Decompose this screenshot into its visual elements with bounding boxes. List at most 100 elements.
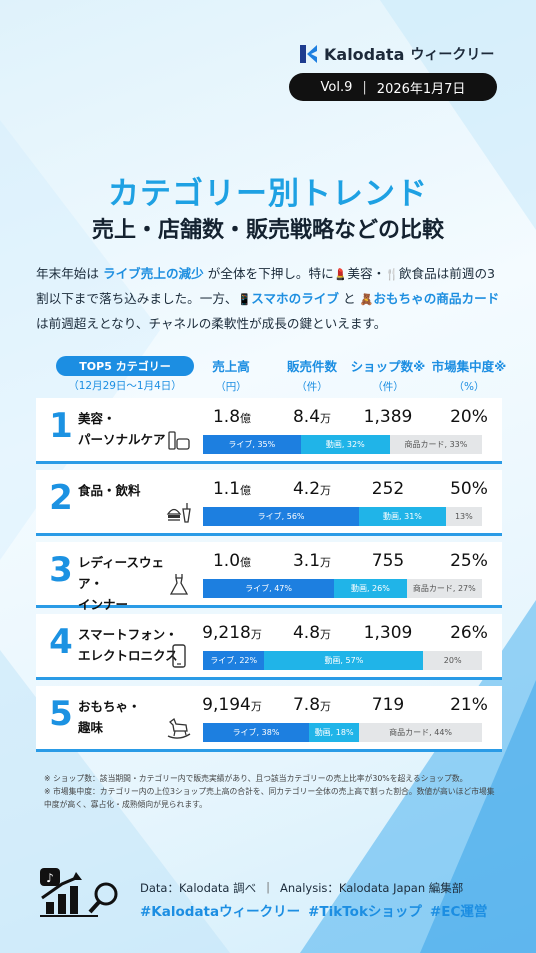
- column-concentration-unit: （%）: [453, 381, 485, 393]
- category-name: スマートフォン・ エレクトロニクス: [78, 624, 188, 666]
- channel-segment-video: 動画, 26%: [334, 579, 407, 598]
- count-value: 4.2万: [276, 479, 348, 499]
- category-name-line2: 趣味: [78, 720, 104, 735]
- rank-number: 2: [49, 478, 73, 518]
- channel-mix-bar: ライブ, 47% 動画, 26% 商品カード, 27%: [203, 579, 482, 598]
- footnote-concentration: ※ 市場集中度：カテゴリー内の上位3ショップ売上高の合計を、同カテゴリー全体の売…: [44, 787, 495, 809]
- hashtag[interactable]: #EC運営: [429, 904, 488, 920]
- column-sales-label: 売上高: [212, 359, 250, 374]
- table-row: 2 食品・飲料 1.1億 4.2万 252 50% ライブ, 56% 動画, 31% 13%: [36, 470, 502, 536]
- sales-value: 9,218万: [194, 623, 270, 643]
- count-value: 7.8万: [276, 695, 348, 715]
- table-row: 4 スマートフォン・ エレクトロニクス 9,218万 4.8万 1,309 26% ライブ, …: [36, 614, 502, 680]
- column-shops-label: ショップ数※: [350, 359, 426, 374]
- table-header: TOP5 カテゴリー （12月29日～1月4日） 売上高 （円） 販売件数 （件） …: [36, 354, 507, 394]
- table-row: 3 レディースウェア・ インナー 1.0億 3.1万 755 25% ライブ, 47% 動画, …: [36, 542, 502, 612]
- column-shops-unit: （件）: [372, 381, 404, 393]
- count-number: 3.1: [292, 551, 321, 571]
- intro-highlight-toy-card: おもちゃの商品カード: [373, 291, 500, 306]
- column-concentration-label: 市場集中度※: [431, 359, 507, 374]
- sales-unit: 億: [240, 484, 252, 497]
- channel-segment-live: ライブ, 47%: [203, 579, 335, 598]
- sales-value: 1.1億: [194, 479, 270, 499]
- channel-segment-video: 動画, 32%: [300, 435, 390, 454]
- intro-text: と: [343, 291, 356, 306]
- column-sales: 売上高 （円）: [196, 356, 266, 394]
- category-name-line1: おもちゃ・: [78, 699, 141, 714]
- channel-segment-card: 20%: [423, 651, 482, 670]
- count-unit: 万: [320, 700, 332, 713]
- channel-segment-live: ライブ, 35%: [203, 435, 301, 454]
- sales-number: 1.8: [212, 407, 241, 427]
- analysis-source: Analysis：Kalodata Japan 編集部: [280, 881, 464, 895]
- footnotes: ※ ショップ数：該当期間・カテゴリー内で販売実績があり、且つ該当カテゴリーの売上…: [44, 772, 496, 811]
- count-unit: 万: [320, 484, 332, 497]
- rank-number: 1: [49, 406, 73, 446]
- column-shops: ショップ数※ （件）: [348, 356, 428, 394]
- issue-pill: Vol.9 | 2026年1月7日: [289, 73, 497, 101]
- lipstick-icon: 💄: [333, 268, 348, 281]
- category-name-line1: 食品・飲料: [78, 483, 141, 498]
- hashtag[interactable]: #TikTokショップ: [308, 904, 422, 920]
- channel-segment-card: 商品カード, 44%: [359, 723, 482, 742]
- rank-number: 3: [49, 550, 73, 590]
- svg-text:♪: ♪: [46, 871, 54, 885]
- count-unit: 万: [320, 412, 332, 425]
- top5-label: TOP5 カテゴリー: [56, 356, 194, 376]
- count-number: 4.8: [292, 623, 321, 643]
- sales-unit: 万: [250, 700, 262, 713]
- category-name-line1: スマートフォン・: [78, 627, 178, 642]
- sales-unit: 億: [240, 412, 252, 425]
- data-source: Data：Kalodata 調べ: [140, 881, 257, 895]
- channel-mix-bar: ライブ, 38% 動画, 18% 商品カード, 44%: [203, 723, 482, 742]
- sales-value: 1.0億: [194, 551, 270, 571]
- channel-segment-live: ライブ, 56%: [203, 507, 360, 526]
- column-count-unit: （件）: [296, 381, 328, 393]
- intro-text: が全体を下押し。特に: [207, 266, 334, 281]
- category-name: おもちゃ・ 趣味: [78, 696, 188, 738]
- concentration-value: 26%: [450, 623, 488, 643]
- dress-icon: [169, 574, 189, 595]
- rocking-horse-icon: [167, 717, 191, 739]
- intro-highlight-phone-live: スマホのライブ: [251, 291, 339, 306]
- sales-value: 1.8億: [194, 407, 270, 427]
- sales-number: 9,194: [202, 695, 251, 715]
- concentration-value: 50%: [450, 479, 488, 499]
- count-number: 7.8: [292, 695, 321, 715]
- count-value: 8.4万: [276, 407, 348, 427]
- footnote-shops: ※ ショップ数：該当期間・カテゴリー内で販売実績があり、且つ該当カテゴリーの売上…: [44, 774, 468, 783]
- category-name: レディースウェア・ インナー: [78, 552, 188, 615]
- category-name: 食品・飲料: [78, 480, 188, 501]
- cutlery-icon: 🍴: [385, 268, 399, 281]
- sales-unit: 万: [250, 628, 262, 641]
- kalodata-logo-icon: [300, 45, 317, 63]
- channel-mix-bar: ライブ, 22% 動画, 57% 20%: [203, 651, 482, 670]
- hashtags: #Kalodataウィークリー #TikTokショップ #EC運営: [140, 900, 487, 920]
- intro-highlight-live-decline: ライブ売上の減少: [102, 266, 204, 281]
- channel-segment-video: 動画, 57%: [264, 651, 424, 670]
- column-sales-unit: （円）: [215, 381, 247, 393]
- table-row: 1 美容・ パーソナルケア 1.8億 8.4万 1,389 20% ライブ, 35% 動画, 3…: [36, 398, 502, 464]
- category-name-line1: 美容・: [78, 411, 116, 426]
- count-value: 4.8万: [276, 623, 348, 643]
- credit-separator: |: [266, 880, 271, 894]
- channel-segment-video: 動画, 31%: [359, 507, 446, 526]
- shops-value: 1,389: [363, 407, 413, 427]
- issue-date: 2026年1月7日: [376, 81, 466, 97]
- channel-segment-video: 動画, 18%: [309, 723, 360, 742]
- issue-vol: Vol.9: [320, 79, 353, 95]
- page-title: カテゴリー別トレンド: [108, 176, 428, 212]
- sales-value: 9,194万: [194, 695, 270, 715]
- period-range: （12月29日～1月4日）: [68, 380, 182, 392]
- category-name-line1: レディースウェア・: [78, 555, 165, 591]
- analytics-chart-icon: ♪: [40, 868, 118, 917]
- intro-text: 美容・: [347, 266, 386, 281]
- intro-text: は前週超えとなり、チャネルの柔軟性が成長の鍵といえます。: [36, 316, 387, 331]
- intro-text: 年末年始は: [36, 266, 99, 281]
- food-drink-icon: [166, 503, 191, 523]
- channel-mix-bar: ライブ, 35% 動画, 32% 商品カード, 33%: [203, 435, 482, 454]
- category-name: 美容・ パーソナルケア: [78, 408, 188, 450]
- hashtag[interactable]: #Kalodataウィークリー: [140, 904, 301, 920]
- count-number: 8.4: [292, 407, 321, 427]
- channel-segment-live: ライブ, 38%: [203, 723, 310, 742]
